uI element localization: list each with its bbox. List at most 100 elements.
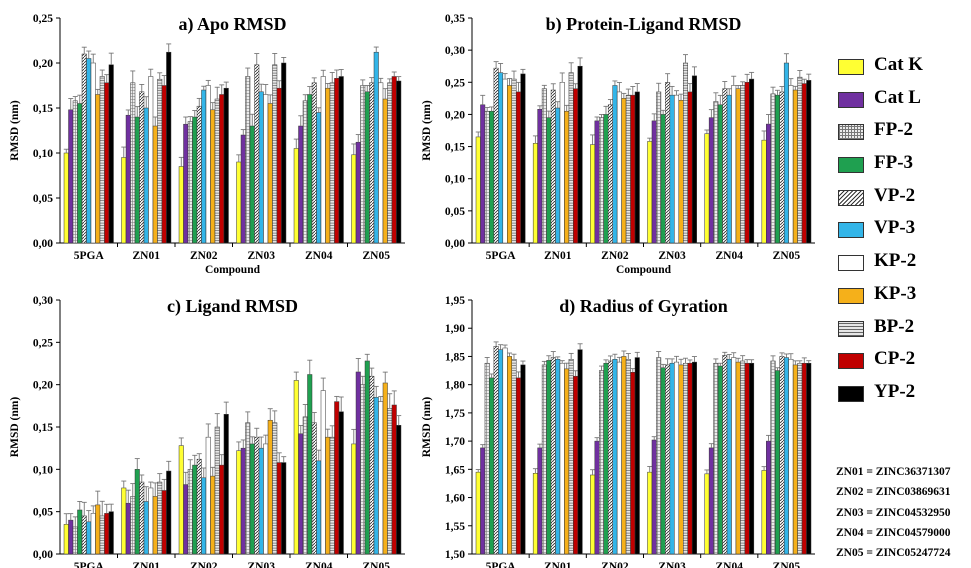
- x-tick-label: ZN02: [190, 561, 218, 568]
- bar: [599, 370, 604, 555]
- y-tick-label: 1,80: [445, 380, 465, 392]
- bar: [550, 357, 556, 555]
- legend-swatch: [838, 157, 864, 174]
- bar: [568, 359, 574, 555]
- y-tick-label: 0,20: [33, 380, 53, 392]
- bar: [783, 62, 789, 244]
- bar: [493, 346, 499, 555]
- bar: [338, 76, 344, 244]
- bar: [740, 360, 746, 555]
- bar: [68, 109, 74, 244]
- bar: [594, 440, 600, 555]
- bar: [316, 112, 322, 244]
- bar: [108, 64, 114, 244]
- bar: [302, 100, 308, 244]
- bar: [281, 462, 287, 555]
- bar: [665, 364, 671, 555]
- bar: [489, 377, 495, 555]
- legend-label: BP-2: [874, 315, 915, 337]
- bar: [722, 355, 728, 555]
- x-axis-label: Compound: [205, 264, 261, 276]
- bar: [621, 356, 627, 555]
- bar: [766, 440, 772, 555]
- bar: [219, 94, 225, 244]
- bar: [559, 362, 565, 555]
- bar: [731, 85, 737, 244]
- bar: [205, 436, 211, 555]
- bar: [391, 76, 397, 244]
- bar: [788, 85, 794, 244]
- legend-item-bp-2: BP-2: [838, 315, 968, 351]
- bar: [387, 82, 393, 244]
- bar: [660, 367, 666, 555]
- bar: [210, 475, 216, 555]
- bar: [726, 94, 732, 244]
- y-tick-label: 0,15: [33, 422, 53, 434]
- x-tick-label: ZN01: [133, 250, 161, 262]
- bar: [161, 85, 167, 244]
- bar: [391, 404, 397, 555]
- bar: [634, 91, 640, 244]
- bar: [258, 447, 264, 555]
- bar: [329, 82, 335, 244]
- bar: [240, 447, 246, 555]
- x-tick-label: ZN03: [248, 250, 276, 262]
- bar: [134, 116, 140, 244]
- bar: [515, 377, 521, 555]
- legend-item-yp-2: YP-2: [838, 381, 968, 416]
- x-tick-label: 5PGA: [486, 561, 517, 568]
- bar: [625, 94, 631, 244]
- bar: [612, 359, 618, 555]
- x-tick-label: ZN03: [658, 561, 686, 568]
- bar: [338, 411, 344, 555]
- x-tick-label: ZN02: [190, 250, 218, 262]
- bar: [708, 447, 714, 555]
- legend-swatch: [838, 385, 864, 402]
- bar: [104, 513, 110, 555]
- bar: [219, 464, 225, 555]
- bar: [537, 109, 543, 244]
- legend-swatch: [838, 255, 864, 272]
- bar: [573, 88, 579, 244]
- bar: [396, 425, 402, 555]
- bar: [493, 67, 499, 244]
- bar: [90, 62, 96, 244]
- bar: [214, 98, 220, 244]
- bar: [254, 436, 260, 555]
- bar: [555, 107, 561, 244]
- bar: [139, 481, 145, 555]
- legend-swatch: [838, 59, 864, 75]
- y-tick-label: 0,10: [33, 148, 53, 160]
- bar: [236, 161, 242, 244]
- bar: [223, 414, 229, 555]
- bar: [245, 76, 251, 244]
- bar: [90, 513, 96, 555]
- bar: [691, 75, 697, 244]
- bar: [713, 101, 719, 244]
- y-tick-label: 0,10: [445, 174, 465, 186]
- bar: [607, 360, 613, 555]
- bar: [95, 504, 101, 555]
- legend-label: FP-2: [874, 119, 914, 141]
- x-tick-label: ZN04: [305, 561, 333, 568]
- bar: [770, 360, 776, 555]
- bar: [293, 148, 299, 244]
- bar: [125, 502, 131, 555]
- compound-key-line: ZN04 = ZINC04579000: [836, 526, 951, 539]
- bar: [669, 362, 675, 555]
- bar: [788, 359, 794, 555]
- bar: [537, 447, 543, 555]
- bar: [334, 78, 340, 244]
- bar: [86, 521, 92, 555]
- bar: [267, 103, 273, 244]
- bar: [187, 121, 193, 244]
- bar: [236, 450, 242, 555]
- bar: [656, 91, 662, 244]
- chart-panel-a: 0,00 0,05 0,10 0,15 0,20 0,25 5PGA ZN01 ZN02 ZN03…: [9, 13, 405, 276]
- y-axis-label: RMSD (nm): [421, 100, 433, 161]
- y-tick-label: 0,25: [33, 13, 53, 25]
- bar: [740, 85, 746, 244]
- legend-item-vp-2: VP-2: [838, 185, 968, 220]
- y-tick-label: 0,15: [33, 103, 53, 115]
- bar: [708, 117, 714, 244]
